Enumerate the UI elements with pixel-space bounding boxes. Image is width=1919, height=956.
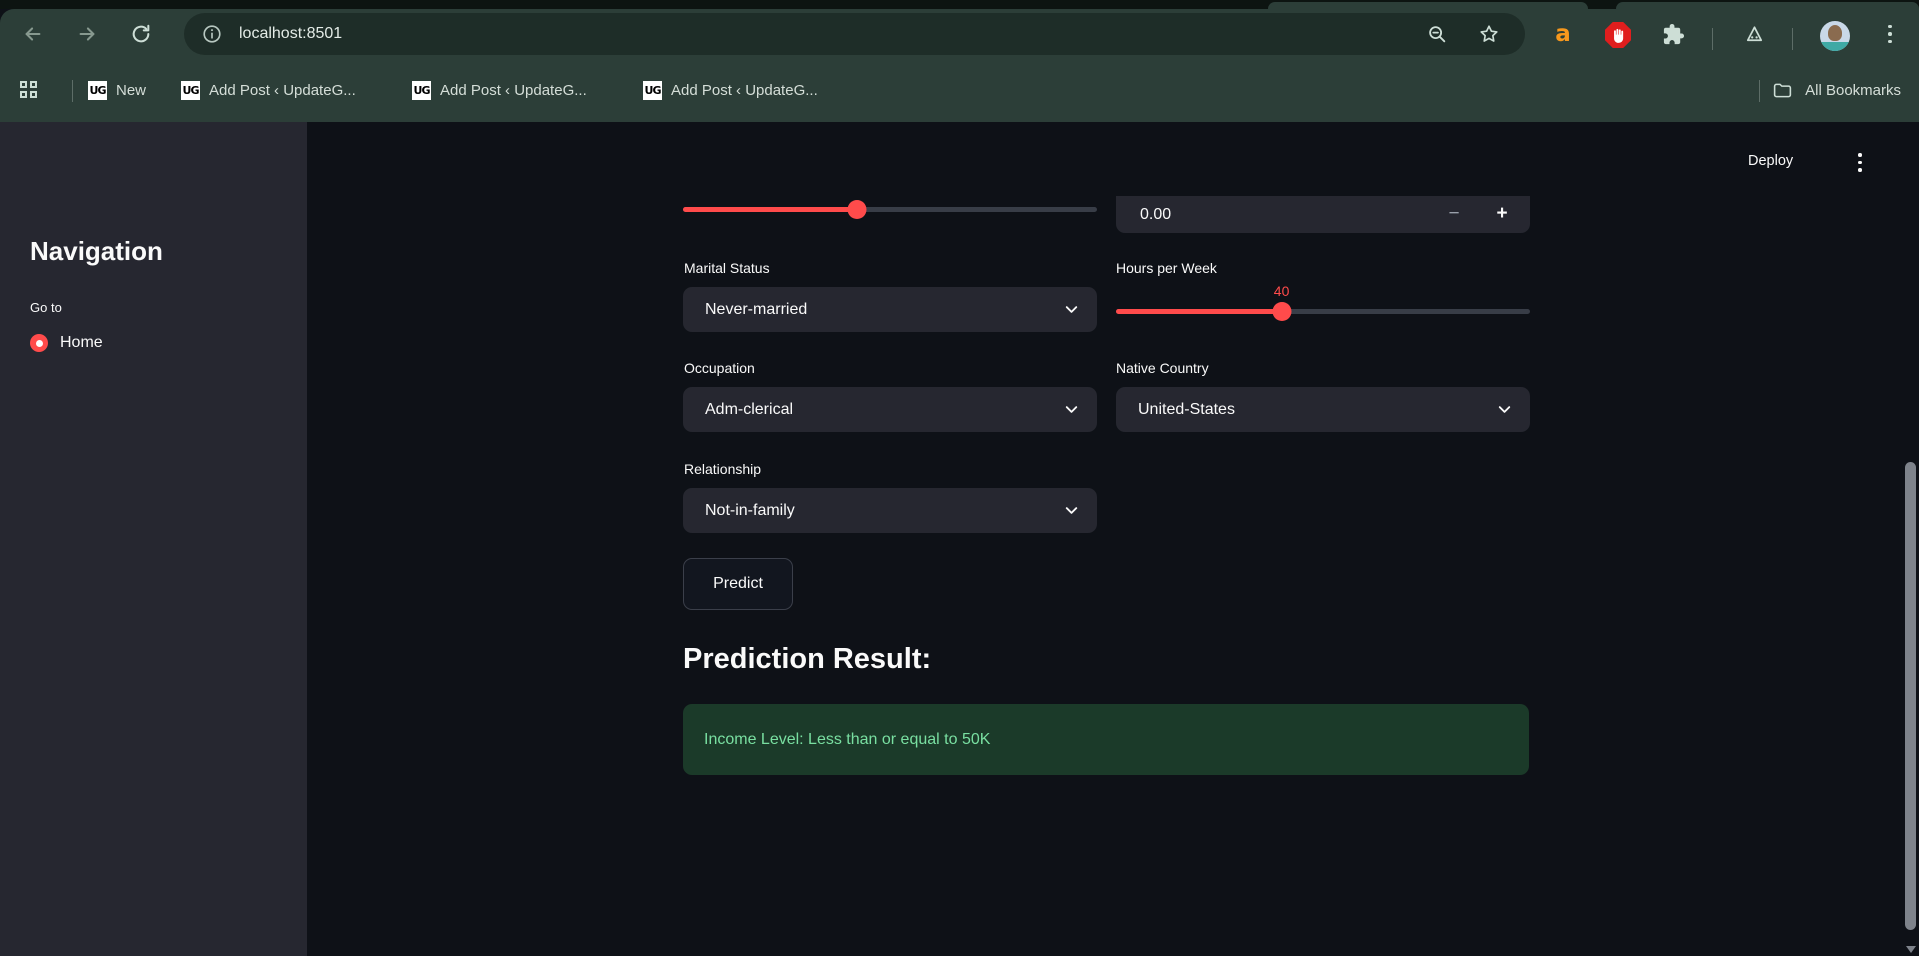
bookmark-item[interactable]: UG Add Post ‹ UpdateG... [181, 59, 356, 122]
stop-hand-icon [1605, 22, 1631, 48]
browser-tab[interactable] [1268, 2, 1588, 9]
bookmark-item[interactable]: UG Add Post ‹ UpdateG... [412, 59, 587, 122]
marital-status-select[interactable]: Never-married [683, 287, 1097, 332]
url-input[interactable] [237, 24, 1141, 44]
bookmark-item[interactable]: UG Add Post ‹ UpdateG... [643, 59, 818, 122]
slider-value: 40 [1273, 283, 1290, 299]
slider-thumb[interactable] [1272, 302, 1292, 321]
deploy-button[interactable]: Deploy [1748, 153, 1794, 169]
profile-avatar[interactable] [1820, 21, 1850, 51]
bookmark-favicon: UG [412, 81, 431, 100]
scrollbar-thumb[interactable] [1905, 462, 1916, 930]
chevron-down-icon [1065, 406, 1078, 413]
bookmark-label: New [116, 82, 147, 99]
chevron-down-icon [1498, 406, 1511, 413]
bookmark-label: Add Post ‹ UpdateG... [209, 82, 356, 99]
toolbar-divider [1792, 28, 1793, 50]
browser-menu-button[interactable] [1878, 22, 1902, 46]
sidebar-caption: Go to [30, 300, 62, 315]
reload-icon [132, 24, 150, 43]
select-value: Never-married [705, 300, 808, 318]
forward-arrow-icon [79, 27, 95, 41]
sidebar-title: Navigation [30, 236, 163, 266]
labs-button[interactable] [1742, 22, 1766, 46]
bookmark-favicon: UG [181, 81, 200, 100]
slider-thumb[interactable] [847, 200, 867, 219]
bookmarks-divider [72, 80, 73, 102]
all-bookmarks-button[interactable]: All Bookmarks [1759, 59, 1901, 122]
prediction-result-heading: Prediction Result: [683, 643, 932, 675]
slider-hours-track[interactable]: 40 [1116, 283, 1530, 321]
sidebar: Navigation Go to Home [0, 122, 307, 956]
chevron-down-icon [1065, 507, 1078, 514]
avatar-background [1820, 42, 1850, 51]
predict-button[interactable]: Predict [683, 558, 793, 610]
relationship-label: Relationship [684, 461, 762, 477]
native-country-label: Native Country [1116, 360, 1209, 376]
occupation-label: Occupation [684, 360, 755, 376]
extension-blocker-button[interactable] [1605, 22, 1631, 48]
sidebar-radio-home[interactable]: Home [30, 334, 103, 352]
zoom-out-button[interactable] [1425, 22, 1449, 46]
folder-icon [1773, 83, 1792, 98]
native-country-select[interactable]: United-States [1116, 387, 1530, 432]
bookmark-label: Add Post ‹ UpdateG... [671, 82, 818, 99]
bookmarks-bar: UG New UG Add Post ‹ UpdateG... UG Add P… [0, 59, 1919, 122]
extension-amazon-button[interactable]: a [1551, 22, 1575, 46]
bookmark-item[interactable]: UG New [88, 59, 146, 122]
bookmarks-divider [1759, 79, 1761, 102]
success-message: Income Level: Less than or equal to 50K [704, 730, 991, 748]
back-button[interactable] [21, 22, 45, 46]
apps-grid-icon[interactable] [20, 81, 37, 98]
increment-button[interactable]: + [1496, 203, 1508, 224]
extensions-button[interactable] [1661, 22, 1685, 46]
zoom-out-icon [1429, 26, 1446, 43]
app-menu-button[interactable] [1858, 153, 1862, 172]
browser-tab[interactable] [1616, 2, 1919, 9]
select-value: Not-in-family [705, 501, 795, 519]
hours-per-week-label: Hours per Week [1116, 260, 1217, 276]
decrement-button[interactable]: − [1448, 203, 1460, 224]
bookmark-favicon: UG [643, 81, 662, 100]
bookmark-star-button[interactable] [1477, 22, 1501, 46]
toolbar-divider [1712, 28, 1713, 50]
all-bookmarks-label: All Bookmarks [1805, 82, 1901, 99]
success-alert: Income Level: Less than or equal to 50K [683, 704, 1529, 775]
number-input-value[interactable]: 0.00 [1140, 206, 1172, 223]
amazon-icon: a [1555, 20, 1571, 47]
star-icon [1480, 25, 1498, 42]
select-value: Adm-clerical [705, 400, 794, 418]
scrollbar-down-arrow[interactable] [1906, 946, 1916, 953]
slider-fill [683, 207, 857, 212]
avatar-image [1828, 25, 1842, 41]
tab-strip [0, 0, 1919, 9]
chevron-down-icon [1065, 306, 1078, 313]
labs-icon [1746, 25, 1762, 41]
kebab-menu-icon [1888, 24, 1892, 44]
number-input[interactable]: 0.00 − + [1116, 196, 1530, 233]
slider-capital-track[interactable] [683, 200, 1097, 219]
url-bar[interactable] [184, 13, 1525, 55]
relationship-select[interactable]: Not-in-family [683, 488, 1097, 533]
occupation-select[interactable]: Adm-clerical [683, 387, 1097, 432]
select-value: United-States [1138, 400, 1235, 418]
marital-status-label: Marital Status [684, 260, 770, 276]
slider-fill [1116, 309, 1282, 314]
puzzle-icon [1663, 23, 1684, 44]
back-arrow-icon [25, 27, 41, 41]
reload-button[interactable] [129, 22, 153, 46]
forward-button[interactable] [75, 22, 99, 46]
bookmark-favicon: UG [88, 81, 107, 100]
radio-label: Home [60, 334, 103, 351]
app-main: Navigation Go to Home Deploy 0.00 − + Ma… [0, 122, 1919, 956]
browser-toolbar: a [0, 9, 1919, 59]
bookmark-label: Add Post ‹ UpdateG... [440, 82, 587, 99]
site-info-icon[interactable] [201, 23, 223, 45]
radio-selected-icon [30, 334, 48, 352]
